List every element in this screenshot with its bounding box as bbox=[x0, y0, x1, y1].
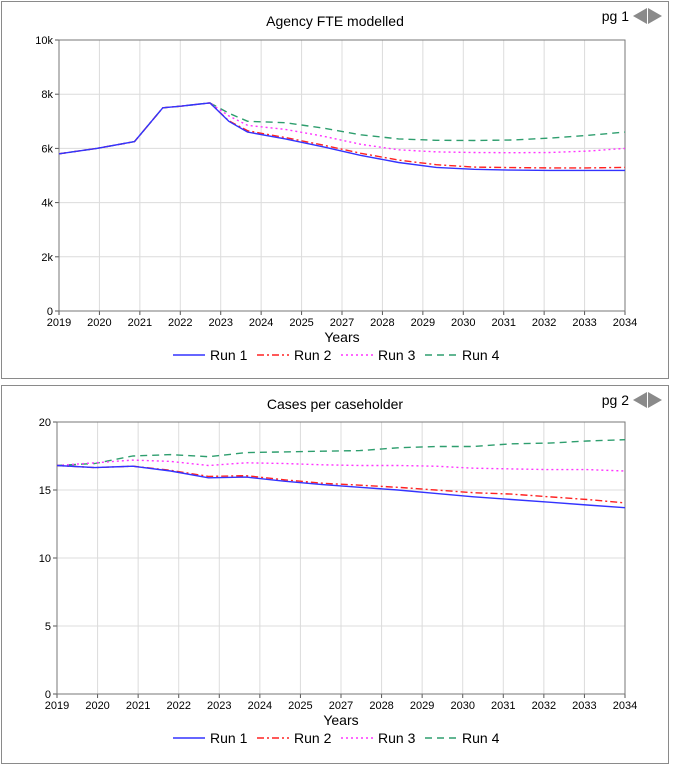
x-tick-label: 2034 bbox=[613, 700, 637, 712]
x-tick-label: 2021 bbox=[126, 700, 150, 712]
page-navigator: pg 1 bbox=[602, 8, 662, 24]
y-tick-label: 0 bbox=[47, 306, 53, 318]
plot-area-frame bbox=[58, 39, 626, 312]
x-tick-label: 2027 bbox=[330, 317, 354, 329]
x-tick-label: 2028 bbox=[369, 700, 393, 712]
previous-page-icon[interactable] bbox=[633, 392, 647, 408]
y-tick-label: 8k bbox=[41, 89, 53, 101]
x-tick-label: 2030 bbox=[450, 700, 474, 712]
x-tick-label: 2022 bbox=[166, 700, 190, 712]
x-tick-label: 2032 bbox=[532, 700, 556, 712]
legend-label: Run 4 bbox=[462, 730, 500, 746]
y-tick-label: 10k bbox=[35, 35, 53, 47]
x-tick-label: 2031 bbox=[491, 317, 515, 329]
series-line-run-1 bbox=[58, 102, 625, 172]
x-tick-label: 2027 bbox=[329, 700, 353, 712]
x-tick-label: 2021 bbox=[128, 317, 152, 329]
y-tick-label: 15 bbox=[39, 485, 51, 497]
legend-label: Run 4 bbox=[462, 347, 500, 363]
cases-line-chart: 2019 2020 2021 2022 2023 2024 2025 2027 2028 2029… bbox=[39, 417, 637, 746]
x-tick-label: 2033 bbox=[572, 317, 596, 329]
page-navigator: pg 2 bbox=[602, 392, 662, 408]
x-tick-label: 2020 bbox=[87, 317, 111, 329]
page-label: pg 1 bbox=[601, 8, 629, 24]
x-tick-label: 2030 bbox=[451, 317, 475, 329]
x-tick-label: 2023 bbox=[207, 700, 231, 712]
series-line-run-4 bbox=[56, 439, 626, 467]
x-tick-label: 2025 bbox=[289, 317, 313, 329]
chart-panel-fte: Agency FTE modelled pg 1 2019 2020 2021 202… bbox=[1, 1, 669, 379]
fte-line-chart: 2019 2020 2021 2022 2023 2024 2025 2027 2028 2029… bbox=[35, 35, 637, 363]
next-page-icon[interactable] bbox=[648, 392, 662, 408]
x-tick-label: 2024 bbox=[248, 700, 272, 712]
x-tick-label: 2032 bbox=[532, 317, 556, 329]
chart-panel-cases: Cases per caseholder pg 2 2019 2020 2021 20… bbox=[1, 385, 669, 764]
x-tick-label: 2019 bbox=[45, 700, 69, 712]
y-tick-label: 5 bbox=[45, 621, 51, 633]
x-tick-label: 2034 bbox=[613, 317, 637, 329]
x-tick-label: 2020 bbox=[85, 700, 109, 712]
previous-page-icon[interactable] bbox=[633, 8, 647, 24]
plot-area-frame bbox=[56, 421, 626, 695]
x-tick-label: 2031 bbox=[491, 700, 515, 712]
x-tick-label: 2024 bbox=[249, 317, 273, 329]
x-axis-title: Years bbox=[324, 329, 359, 345]
x-tick-label: 2029 bbox=[411, 317, 435, 329]
chart-title: Agency FTE modelled bbox=[266, 13, 404, 29]
x-tick-label: 2023 bbox=[208, 317, 232, 329]
y-tick-label: 4k bbox=[41, 198, 53, 210]
next-page-icon[interactable] bbox=[648, 8, 662, 24]
legend-label: Run 1 bbox=[210, 730, 248, 746]
legend-label: Run 1 bbox=[210, 347, 248, 363]
y-tick-label: 20 bbox=[39, 417, 51, 429]
x-tick-label: 2025 bbox=[288, 700, 312, 712]
y-tick-label: 2k bbox=[41, 252, 53, 264]
x-axis-title: Years bbox=[323, 712, 358, 728]
y-tick-label: 10 bbox=[39, 553, 51, 565]
legend-label: Run 3 bbox=[378, 730, 416, 746]
y-tick-label: 6k bbox=[41, 143, 53, 155]
page-label: pg 2 bbox=[601, 392, 629, 408]
legend-label: Run 3 bbox=[378, 347, 416, 363]
series-line-run-1 bbox=[56, 464, 626, 509]
x-tick-label: 2029 bbox=[410, 700, 434, 712]
legend-label: Run 2 bbox=[294, 347, 332, 363]
legend-label: Run 2 bbox=[294, 730, 332, 746]
x-tick-label: 2019 bbox=[47, 317, 71, 329]
y-tick-label: 0 bbox=[45, 689, 51, 701]
chart-title: Cases per caseholder bbox=[266, 396, 404, 412]
x-tick-label: 2028 bbox=[370, 317, 394, 329]
x-tick-label: 2033 bbox=[572, 700, 596, 712]
x-tick-label: 2022 bbox=[168, 317, 192, 329]
